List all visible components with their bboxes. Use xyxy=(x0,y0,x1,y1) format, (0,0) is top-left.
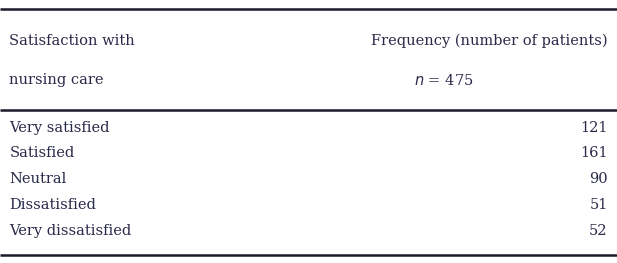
Text: Very dissatisfied: Very dissatisfied xyxy=(9,224,131,238)
Text: 161: 161 xyxy=(580,146,608,160)
Text: 52: 52 xyxy=(589,224,608,238)
Text: Neutral: Neutral xyxy=(9,172,67,186)
Text: 51: 51 xyxy=(589,198,608,212)
Text: Dissatisfied: Dissatisfied xyxy=(9,198,96,212)
Text: nursing care: nursing care xyxy=(9,73,104,87)
Text: Satisfied: Satisfied xyxy=(9,146,75,160)
Text: $n$ = 475: $n$ = 475 xyxy=(415,73,474,88)
Text: 90: 90 xyxy=(589,172,608,186)
Text: Frequency (number of patients): Frequency (number of patients) xyxy=(371,34,608,48)
Text: Satisfaction with: Satisfaction with xyxy=(9,34,135,48)
Text: Very satisfied: Very satisfied xyxy=(9,120,110,135)
Text: 121: 121 xyxy=(580,120,608,135)
